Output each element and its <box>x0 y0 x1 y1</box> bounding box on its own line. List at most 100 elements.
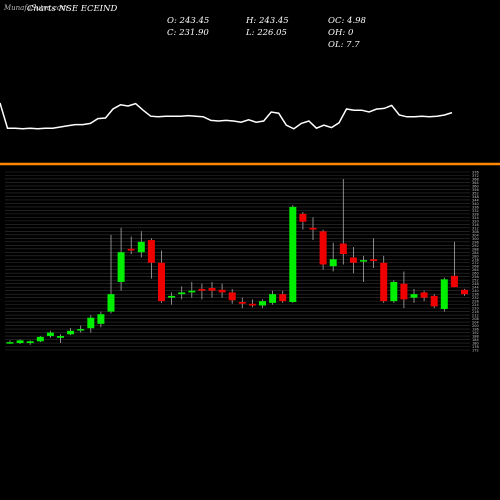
candle-up <box>259 301 266 306</box>
candle-up <box>269 294 277 303</box>
candle-up <box>67 330 75 335</box>
y-tick-label: 180 <box>472 342 479 346</box>
y-tick-label: 244 <box>472 286 479 290</box>
candle-up <box>168 295 176 298</box>
y-tick-label: 324 <box>472 216 479 220</box>
candle-up <box>107 294 115 312</box>
candle-up <box>440 279 448 309</box>
y-tick-label: 352 <box>472 191 479 195</box>
y-tick-label: 376 <box>472 171 479 175</box>
y-tick-label: 316 <box>472 223 479 227</box>
candle-up <box>360 260 367 262</box>
candle-up <box>6 342 14 344</box>
y-tick-label: 344 <box>472 198 479 202</box>
y-tick-label: 204 <box>472 321 479 325</box>
candle-down <box>319 231 327 265</box>
candle-down <box>127 248 135 251</box>
candle-down <box>380 262 388 302</box>
y-tick-label: 212 <box>472 314 479 318</box>
candle-down <box>450 275 458 288</box>
open-value: O: 243.45 <box>167 16 210 26</box>
y-tick-label: 340 <box>472 202 479 206</box>
y-tick-label: 240 <box>472 289 479 293</box>
y-tick-label: 232 <box>472 296 479 300</box>
ol-value: OL: 7.7 <box>328 40 360 50</box>
y-tick-label: 296 <box>472 240 479 244</box>
candle-down <box>218 289 226 293</box>
y-tick-label: 364 <box>472 181 479 185</box>
y-tick-label: 320 <box>472 219 479 223</box>
y-tick-label: 252 <box>472 279 479 283</box>
candle-down <box>461 289 468 295</box>
y-tick-label: 172 <box>472 349 479 353</box>
candle-down <box>279 294 287 302</box>
candle-up <box>329 259 337 267</box>
volume-line <box>0 102 453 130</box>
y-tick-label: 288 <box>472 247 479 251</box>
y-tick-label: 248 <box>472 282 479 286</box>
candle-down <box>238 302 246 304</box>
y-tick-label: 348 <box>472 195 479 199</box>
y-tick-label: 276 <box>472 258 479 262</box>
candle-down <box>198 288 206 291</box>
candle-down <box>400 283 408 300</box>
y-tick-label: 176 <box>472 345 479 349</box>
oc-value: OC: 4.98 <box>328 16 366 26</box>
high-value: H: 243.45 <box>246 16 289 26</box>
y-tick-label: 336 <box>472 205 479 209</box>
candle-up <box>178 292 186 295</box>
candle-up <box>117 252 125 282</box>
y-tick-label: 208 <box>472 317 479 321</box>
candle-down <box>299 213 307 222</box>
y-tick-label: 300 <box>472 237 479 241</box>
y-tick-label: 188 <box>472 335 479 339</box>
y-tick-label: 216 <box>472 310 479 314</box>
candle-down <box>420 292 428 298</box>
y-tick-label: 184 <box>472 338 479 342</box>
candle-up <box>46 332 54 337</box>
candle-up <box>289 206 297 303</box>
candle-up <box>137 241 145 253</box>
y-tick-label: 368 <box>472 177 479 181</box>
y-tick-label: 284 <box>472 251 479 255</box>
candle-up <box>77 329 85 331</box>
y-tick-label: 268 <box>472 265 479 269</box>
y-tick-label: 236 <box>472 293 479 297</box>
candle-down <box>430 295 438 307</box>
candle-up <box>188 290 196 293</box>
candle-up <box>57 336 64 338</box>
chart-caption: Charts NSE ECEIND <box>27 4 118 14</box>
y-tick-label: 312 <box>472 226 479 230</box>
y-tick-label: 272 <box>472 261 479 265</box>
y-tick-label: 256 <box>472 275 479 279</box>
candle-up <box>410 294 418 298</box>
y-tick-label: 192 <box>472 331 479 335</box>
candle-down <box>339 243 347 255</box>
candle-down <box>370 259 378 261</box>
y-tick-label: 308 <box>472 230 479 234</box>
y-tick-label: 264 <box>472 268 479 272</box>
candle-up <box>26 341 34 344</box>
y-tick-label: 372 <box>472 174 479 178</box>
y-tick-label: 304 <box>472 233 479 237</box>
candle-down <box>158 262 165 302</box>
oh-value: OH: 0 <box>328 28 354 38</box>
y-tick-label: 224 <box>472 303 479 307</box>
y-tick-label: 220 <box>472 307 479 311</box>
y-tick-label: 260 <box>472 272 479 276</box>
candle-up <box>36 336 44 342</box>
y-tick-label: 292 <box>472 244 479 248</box>
y-tick-label: 360 <box>472 184 479 188</box>
y-tick-label: 328 <box>472 212 479 216</box>
candle-down <box>228 292 236 301</box>
y-tick-label: 196 <box>472 328 479 332</box>
y-tick-label: 356 <box>472 188 479 192</box>
watermark: MunafaSutra.com <box>4 4 68 12</box>
y-tick-label: 332 <box>472 209 479 213</box>
candle-down <box>208 288 216 291</box>
candle-down <box>309 227 317 230</box>
candle-up <box>16 340 24 344</box>
candle-up <box>97 314 105 324</box>
candle-up <box>87 317 95 329</box>
